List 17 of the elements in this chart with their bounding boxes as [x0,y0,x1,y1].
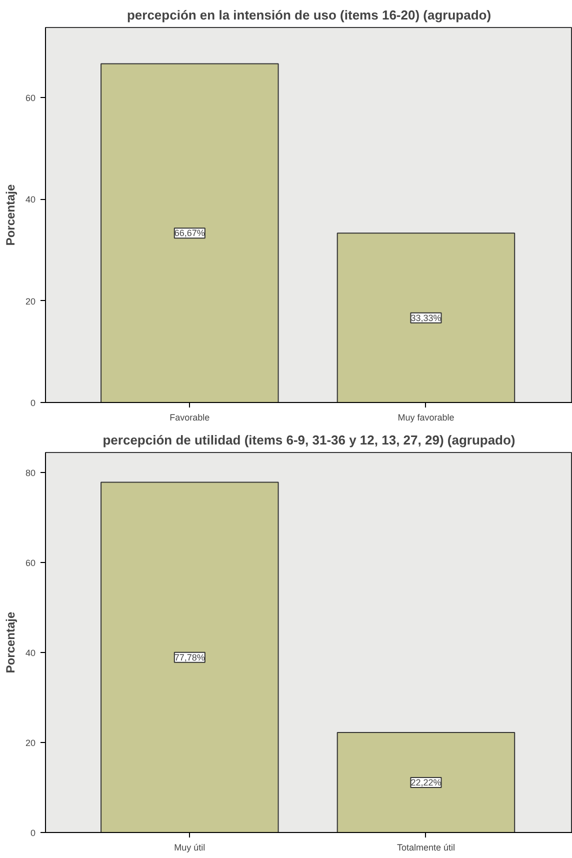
y-axis-title: Porcentaje [3,184,18,246]
x-tick-label: Totalmente útil [396,842,455,852]
y-tick-label: 0 [30,828,36,838]
y-tick-label: 0 [30,398,36,408]
x-tick-label: Muy favorable [398,412,454,422]
chart-title: percepción en la intensión de uso (items 16-20) (agrupado) [126,8,492,22]
y-axis-title: Porcentaje [3,611,18,674]
y-tick-label: 80 [25,468,36,478]
y-tick-label: 20 [25,296,36,306]
x-tick-label: Muy útil [174,842,206,852]
y-tick-label: 60 [25,93,36,104]
y-tick-label: 40 [25,194,36,205]
y-tick-label: 20 [25,738,36,748]
y-tick-label: 60 [25,558,36,568]
x-tick-label: Favorable [170,412,210,422]
y-tick-label: 40 [25,648,36,658]
chart-title: percepción de utilidad (items 6-9, 31-36 y 12, 13, 27, 29) (agrupado) [102,432,516,448]
